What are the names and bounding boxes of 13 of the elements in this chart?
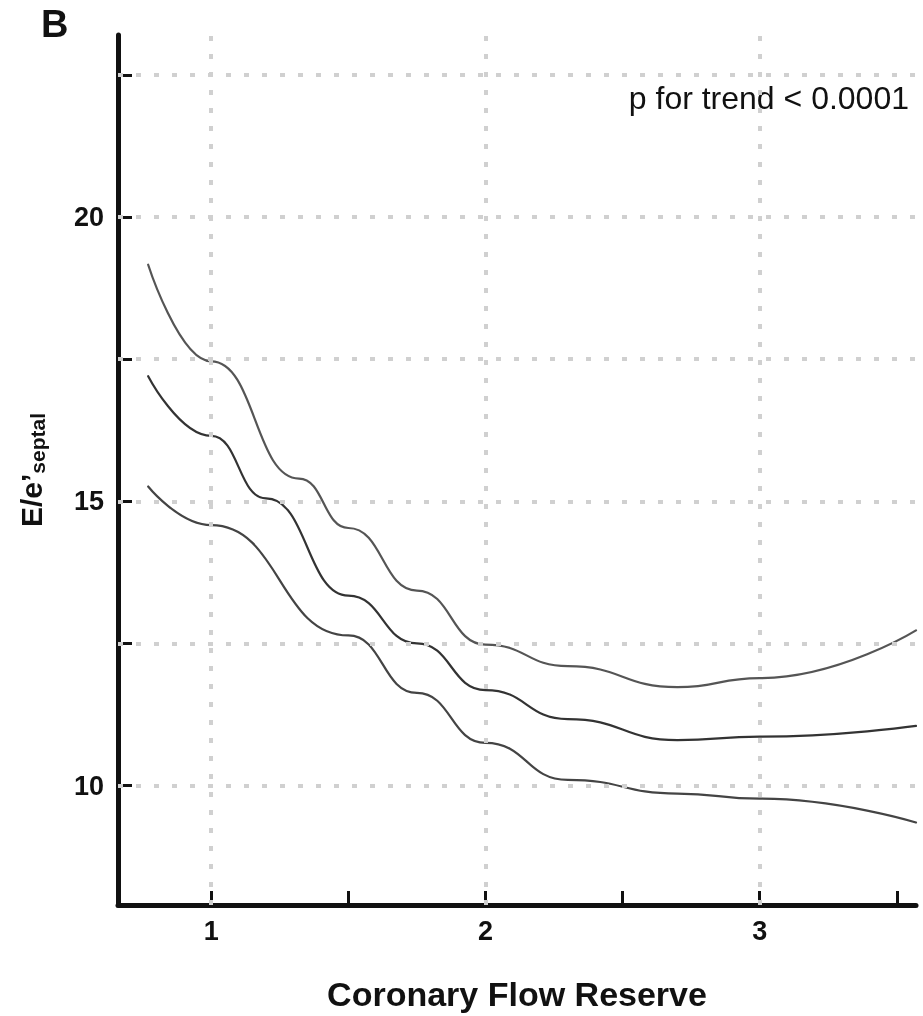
line-series (147, 375, 918, 742)
line-series (147, 263, 918, 689)
line-series (147, 485, 918, 824)
x-tick-label: 3 (752, 915, 768, 946)
annotation: p for trend < 0.0001 (628, 80, 909, 116)
x-tick-label: 2 (477, 915, 493, 946)
chart-title: B (41, 3, 69, 45)
y-tick-label: 20 (73, 201, 104, 232)
y-tick-label: 15 (73, 486, 104, 517)
x-tick-label: 1 (203, 915, 219, 946)
y-axis-title: E/e’septal (15, 412, 49, 528)
y-tick-label: 10 (73, 770, 104, 801)
x-axis-title: Coronary Flow Reserve (327, 975, 707, 1013)
